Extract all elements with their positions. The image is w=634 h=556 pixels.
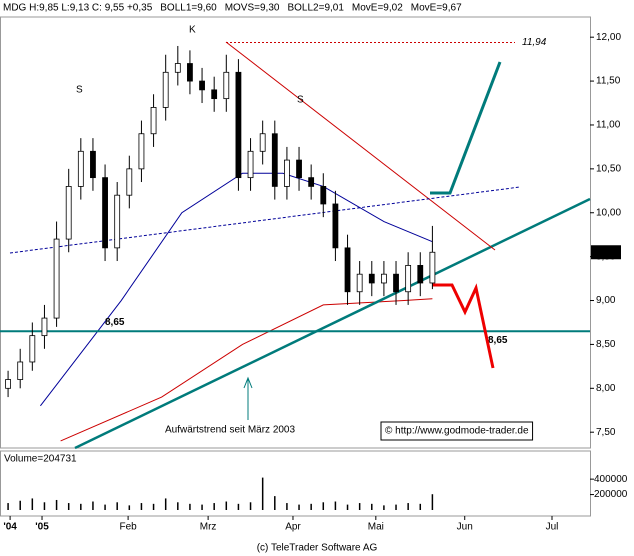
candle-body (332, 203, 339, 249)
x-tick-label: Mai (368, 522, 384, 533)
header-text: BOLL1=9,60 (160, 3, 217, 14)
y-tick-label: 9,00 (596, 295, 616, 306)
header-text: MovE=9,02 (352, 3, 403, 14)
header-text: BOLL2=9,01 (287, 3, 344, 14)
annotation: S (297, 95, 304, 106)
annotation: Aufwärtstrend seit März 2003 (165, 425, 295, 436)
volume-tick-label: 200000 (594, 489, 628, 500)
annotation: K (189, 25, 196, 36)
y-tick-label: 11,00 (596, 120, 621, 131)
candle-body (381, 273, 387, 284)
x-tick-label: '04 (3, 522, 17, 533)
header-text: MovE=9,67 (411, 3, 462, 14)
support-label: 8,65 (488, 335, 508, 346)
volume-panel (0, 450, 591, 517)
candle-body (235, 71, 242, 179)
header-text: MDG H:9,85 L:9,13 C: 9,55 +0,35 (3, 3, 153, 14)
candle-body (126, 168, 133, 196)
footer: (c) TeleTrader Software AG (257, 543, 378, 554)
candle-body (368, 273, 375, 284)
candle-body (296, 159, 302, 179)
y-tick-label: 10,00 (596, 207, 621, 218)
x-tick-label: Jun (457, 522, 473, 533)
candle-body (223, 71, 230, 100)
candle-body (187, 63, 193, 82)
y-tick-label: 10,50 (596, 164, 621, 175)
candle-body (41, 317, 48, 337)
candle-body (405, 265, 412, 293)
neckline (9, 186, 521, 254)
candle-body (320, 186, 327, 205)
moving-average (60, 298, 433, 442)
candle-body (429, 251, 436, 284)
candle-body (393, 273, 399, 293)
candle-body (417, 265, 424, 284)
y-tick-label: 8,00 (596, 383, 616, 394)
uptrend (74, 197, 591, 450)
candle-body (150, 107, 157, 135)
candle-body (29, 335, 36, 363)
candle-body (211, 89, 218, 100)
support-label: 8,65 (105, 317, 125, 328)
candle-body (199, 80, 205, 91)
volume-tick-label: 400000 (594, 474, 628, 485)
x-tick-label: Mrz (200, 522, 217, 533)
candle-body (174, 63, 181, 73)
annotation: S (76, 85, 83, 96)
y-tick-label: 12,00 (596, 32, 621, 43)
y-tick-label: 8,50 (596, 339, 616, 350)
candle-body (259, 133, 266, 152)
candle-body (17, 361, 24, 380)
annotation-box (380, 421, 534, 441)
price-panel (0, 16, 591, 449)
x-tick-label: Feb (119, 522, 137, 533)
x-tick-label: '05 (35, 522, 49, 533)
candle-body (162, 71, 169, 108)
x-tick-label: Jul (546, 522, 559, 533)
high-label: 11,94 (522, 37, 547, 48)
candle-body (247, 150, 254, 179)
candle-body (344, 247, 351, 293)
candle-body (5, 379, 11, 389)
candle-body (138, 133, 145, 170)
candle-body (90, 150, 96, 179)
candle-body (77, 150, 84, 187)
last-price-box (591, 245, 621, 260)
candle-body (102, 177, 108, 249)
candle-body (356, 273, 363, 293)
candle-body (284, 159, 290, 187)
downtrend (225, 41, 496, 251)
annotation: © http://www.godmode-trader.de (385, 426, 529, 437)
y-tick-label: 7,50 (596, 427, 616, 438)
header-text: MOVS=9,30 (225, 3, 280, 14)
candle-body (308, 177, 315, 187)
candle-body (114, 194, 121, 249)
bear-projection (432, 283, 495, 369)
bull-projection (430, 61, 502, 195)
arrow-head (243, 376, 253, 389)
candle-body (65, 186, 72, 240)
volume-label: Volume=204731 (4, 454, 77, 465)
x-tick-label: Apr (285, 522, 301, 533)
y-tick-label: 11,50 (596, 76, 621, 87)
last-price-label: 9,55 (594, 247, 614, 258)
moving-average (40, 172, 433, 407)
candle-body (271, 133, 278, 187)
candle-body (53, 238, 60, 319)
